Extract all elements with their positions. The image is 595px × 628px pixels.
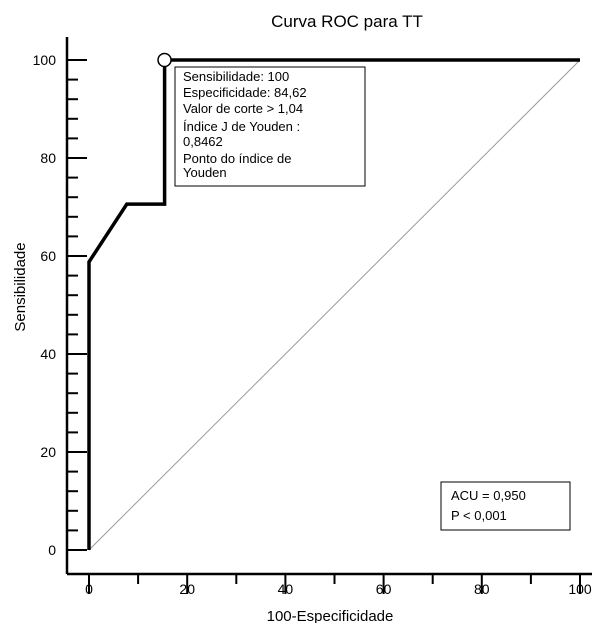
ticks bbox=[67, 59, 581, 594]
auc-annotation-line: ACU = 0,950 bbox=[451, 488, 526, 503]
tick-labels: 0 20 40 60 80 100 0 20 40 60 80 100 bbox=[33, 52, 592, 597]
x-tick-label: 60 bbox=[376, 581, 392, 597]
youden-annotation-line: 0,8462 bbox=[183, 134, 223, 149]
y-tick-label: 100 bbox=[33, 52, 57, 68]
youden-annotation-line: Sensibilidade: 100 bbox=[183, 69, 289, 84]
plot-area bbox=[87, 52, 581, 551]
youden-annotation-line: Ponto do índice de bbox=[183, 151, 291, 166]
auc-annotation-line: P < 0,001 bbox=[451, 508, 507, 523]
x-axis-title: 100-Especificidade bbox=[267, 608, 394, 623]
auc-annotation-box bbox=[440, 481, 571, 531]
youden-annotation-line: Especificidade: 84,62 bbox=[183, 85, 307, 100]
youden-annotation-line: Valor de corte > 1,04 bbox=[183, 101, 303, 116]
auc-annotation: ACU = 0,950 P < 0,001 bbox=[440, 481, 571, 531]
youden-point-marker bbox=[157, 52, 172, 68]
x-tick-label: 40 bbox=[278, 581, 294, 597]
youden-annotation-box bbox=[174, 66, 366, 187]
y-tick-label: 60 bbox=[40, 248, 56, 264]
y-axis-title: Sensibilidade bbox=[12, 242, 29, 331]
axes bbox=[65, 37, 592, 576]
x-tick-label: 80 bbox=[474, 581, 490, 597]
chart-title: Curva ROC para TT bbox=[271, 12, 423, 31]
reference-diagonal-line bbox=[88, 59, 581, 551]
y-tick-label: 40 bbox=[40, 346, 56, 362]
x-tick-label: 0 bbox=[85, 581, 93, 597]
y-tick-label: 0 bbox=[48, 542, 56, 558]
y-tick-label: 80 bbox=[40, 150, 56, 166]
youden-annotation-line: Índice J de Youden : bbox=[183, 119, 300, 134]
youden-annotation-line: Youden bbox=[183, 165, 227, 180]
roc-curve-line bbox=[87, 58, 580, 550]
x-tick-label: 20 bbox=[179, 581, 195, 597]
y-tick-label: 20 bbox=[40, 444, 56, 460]
x-tick-label: 100 bbox=[568, 581, 592, 597]
